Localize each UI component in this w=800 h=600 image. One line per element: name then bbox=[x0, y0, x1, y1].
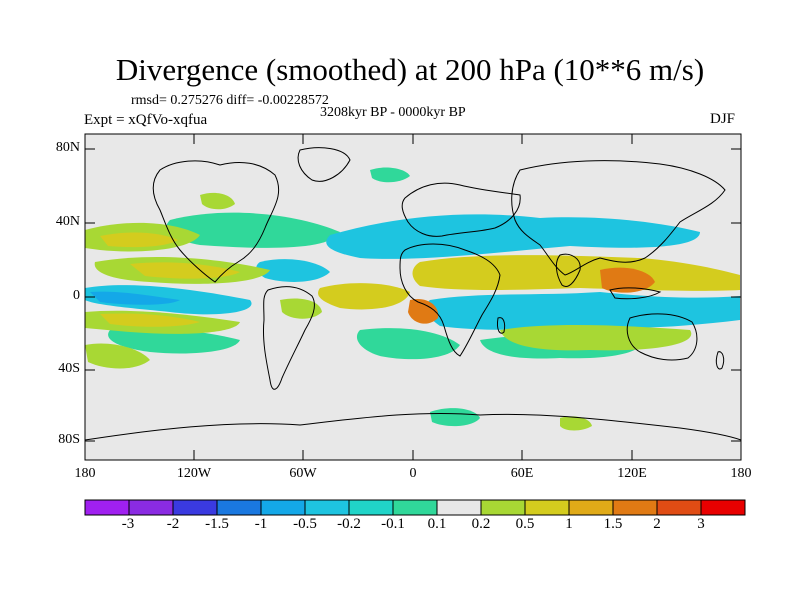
lon-label-0: 0 bbox=[409, 466, 417, 481]
colorbar-swatch bbox=[128, 499, 174, 516]
pos-band-subtropical-n-strong bbox=[130, 262, 240, 279]
neg-blob-antarctic bbox=[430, 408, 480, 427]
colorbar-swatch bbox=[612, 499, 658, 516]
lon-label-120w: 120W bbox=[176, 466, 212, 481]
coast-new-zealand bbox=[715, 351, 725, 370]
lat-label-40n: 40N bbox=[55, 214, 80, 229]
colorbar-label: 0.2 bbox=[471, 516, 491, 532]
lat-label-80n: 80N bbox=[55, 140, 80, 155]
pos-band-africa-asia bbox=[412, 255, 740, 291]
pos-blob-maritime-continent bbox=[600, 267, 655, 293]
coast-indonesia bbox=[609, 287, 662, 300]
neg-band-south-pacific bbox=[108, 328, 240, 354]
lat-label-40s: 40S bbox=[58, 361, 80, 376]
neg-band-north-atlantic bbox=[166, 212, 340, 248]
neg-band-tropical-pacific-strong bbox=[90, 291, 180, 305]
pos-band-south-subtropic-strong bbox=[100, 313, 200, 327]
time-period: 3208kyr BP - 0000kyr BP bbox=[320, 105, 466, 120]
coast-north-america bbox=[152, 160, 280, 283]
coast-asia bbox=[511, 160, 726, 276]
colorbar-label: -0.1 bbox=[381, 516, 405, 532]
lat-label-80s: 80S bbox=[58, 432, 80, 447]
colorbar-swatch bbox=[392, 499, 438, 516]
colorbar-label: -1.5 bbox=[205, 516, 229, 532]
colorbar-swatch bbox=[656, 499, 702, 516]
neg-band-tropical-indian bbox=[425, 292, 740, 330]
experiment-label: Expt = xQfVo-xqfua bbox=[84, 112, 208, 128]
neg-band-asia bbox=[326, 214, 700, 259]
colorbar-swatch bbox=[260, 499, 306, 516]
colorbar-swatch bbox=[480, 499, 526, 516]
pos-blob-southwest-pacific bbox=[85, 343, 150, 369]
lon-label-60w: 60W bbox=[289, 466, 317, 481]
colorbar-swatch bbox=[568, 499, 614, 516]
colorbar-label: -0.2 bbox=[337, 516, 361, 532]
coastlines bbox=[84, 147, 742, 441]
coast-greenland bbox=[297, 147, 351, 182]
coast-india bbox=[555, 253, 581, 287]
pos-blob-south-pacific bbox=[280, 298, 322, 319]
lon-label-120e: 120E bbox=[617, 466, 647, 481]
colorbar-label: 1 bbox=[565, 516, 573, 532]
pos-blob-east-pacific-n bbox=[200, 192, 235, 210]
colorbar-label: 2 bbox=[653, 516, 661, 532]
pos-band-north-pacific-strong bbox=[100, 232, 178, 248]
lat-ticks bbox=[85, 148, 741, 442]
colorbar-label: -2 bbox=[166, 516, 180, 532]
colorbar bbox=[84, 499, 746, 516]
colorbar-label: -1 bbox=[254, 516, 268, 532]
colorbar-swatch bbox=[304, 499, 350, 516]
neg-blob-east-pacific bbox=[256, 259, 330, 282]
colorbar-label: -3 bbox=[121, 516, 135, 532]
pos-band-south-indian bbox=[500, 325, 692, 351]
divergence-field bbox=[85, 167, 740, 431]
colorbar-swatch bbox=[700, 499, 746, 516]
season-label: DJF bbox=[710, 111, 736, 127]
lon-label-180w: 180 bbox=[74, 466, 96, 481]
coast-europe bbox=[401, 182, 521, 237]
neg-band-south-atlantic bbox=[356, 328, 460, 360]
map-title: Divergence (smoothed) at 200 hPa (10**6 … bbox=[115, 52, 705, 87]
coast-africa bbox=[399, 243, 501, 357]
colorbar-label: 1.5 bbox=[603, 516, 623, 532]
coast-australia bbox=[626, 313, 698, 361]
lat-label-eq: 0 bbox=[73, 288, 80, 303]
rmsd-diff-stats: rmsd= 0.275276 diff= -0.00228572 bbox=[131, 93, 329, 108]
neg-blob-arctic bbox=[370, 167, 410, 183]
colorbar-label: 0.5 bbox=[515, 516, 535, 532]
colorbar-label: 3 bbox=[697, 516, 705, 532]
coast-south-america bbox=[263, 286, 315, 390]
colorbar-swatch bbox=[172, 499, 218, 516]
lon-ticks bbox=[84, 134, 742, 460]
coast-antarctica bbox=[84, 412, 742, 441]
lon-label-180e: 180 bbox=[730, 466, 752, 481]
colorbar-swatch bbox=[524, 499, 570, 516]
colorbar-swatch bbox=[348, 499, 394, 516]
coast-madagascar bbox=[497, 317, 506, 334]
colorbar-label: 0.1 bbox=[427, 516, 447, 532]
colorbar-label: -0.5 bbox=[293, 516, 317, 532]
pos-blob-west-africa bbox=[408, 298, 439, 324]
colorbar-swatch bbox=[216, 499, 262, 516]
colorbar-swatch bbox=[436, 499, 482, 516]
pos-blob-antarctic bbox=[560, 416, 592, 431]
pos-band-atlantic-eq bbox=[318, 283, 410, 310]
lon-label-60e: 60E bbox=[510, 466, 534, 481]
colorbar-swatch bbox=[84, 499, 130, 516]
